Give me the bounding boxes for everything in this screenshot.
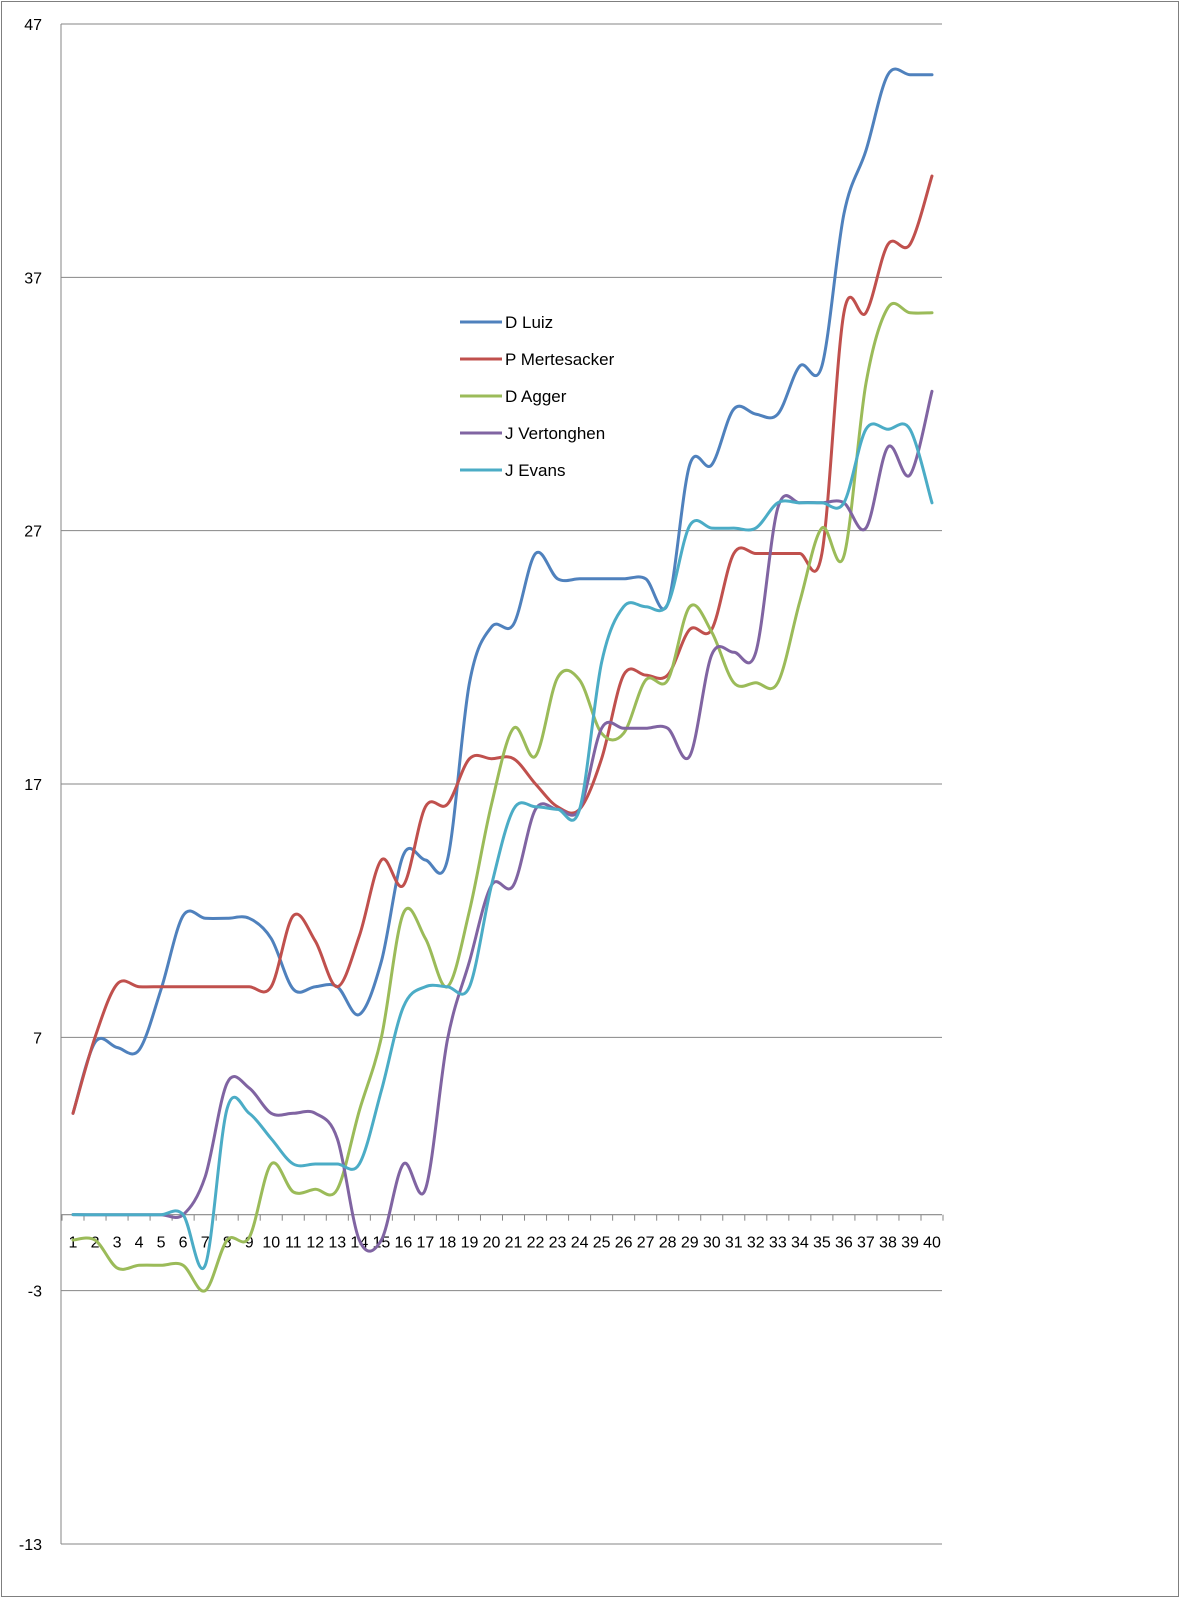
x-tick-label: 19	[461, 1235, 479, 1252]
x-tick-label: 35	[813, 1235, 831, 1252]
series-line-p-mertesacker	[71, 174, 934, 1115]
legend: D Luiz P Mertesacker D Agger J Vertonghen J …	[460, 313, 615, 480]
series-line-d-luiz	[71, 67, 934, 1115]
x-tick-label: 21	[505, 1235, 523, 1252]
x-tick-label: 3	[113, 1235, 122, 1252]
x-tick-label: 26	[615, 1235, 633, 1252]
x-tick-label: 8	[223, 1235, 232, 1252]
x-tick-label: 31	[725, 1235, 743, 1252]
x-axis-ticks: 1 2 3 4 5 6 7 8 9 10 11 12 13 14 15 16 17 18 19 20 21 22 23 24 2…	[61, 1214, 944, 1252]
x-tick-label: 12	[306, 1235, 324, 1252]
x-tick-label: 33	[769, 1235, 787, 1252]
x-tick-label: 22	[527, 1235, 545, 1252]
x-tick-label: 23	[549, 1235, 567, 1252]
x-tick-label: 40	[923, 1235, 941, 1252]
x-tick-label: 30	[703, 1235, 721, 1252]
x-tick-label: 1	[69, 1235, 78, 1252]
x-tick-label: 34	[791, 1235, 809, 1252]
legend-label-d-agger: D Agger	[505, 387, 567, 406]
series-line-j-evans	[71, 422, 934, 1270]
x-tick-label: 37	[857, 1235, 875, 1252]
x-tick-label: 10	[262, 1235, 280, 1252]
x-tick-label: 36	[835, 1235, 853, 1252]
x-tick-label: 28	[659, 1235, 677, 1252]
x-tick-label: 16	[394, 1235, 412, 1252]
x-tick-label: 9	[245, 1235, 254, 1252]
y-tick-label: 7	[33, 1030, 42, 1047]
x-tick-label: 13	[328, 1235, 346, 1252]
x-tick-label: 2	[91, 1235, 100, 1252]
y-tick-label: -13	[19, 1537, 42, 1554]
y-tick-label: 37	[24, 270, 42, 287]
x-tick-label: 18	[439, 1235, 457, 1252]
gridlines	[61, 23, 942, 1545]
legend-label-j-evans: J Evans	[505, 461, 565, 480]
x-tick-label: 25	[593, 1235, 611, 1252]
y-tick-label: 27	[24, 524, 42, 541]
x-tick-label: 32	[747, 1235, 765, 1252]
legend-label-p-mertesacker: P Mertesacker	[505, 350, 615, 369]
x-tick-label: 6	[179, 1235, 188, 1252]
x-tick-label: 24	[571, 1235, 589, 1252]
x-tick-label: 5	[157, 1235, 166, 1252]
series-line-d-agger	[71, 301, 934, 1293]
x-tick-label: 11	[285, 1235, 302, 1252]
legend-label-d-luiz: D Luiz	[505, 313, 553, 332]
x-tick-label: 17	[417, 1235, 435, 1252]
x-tick-label: 4	[135, 1235, 144, 1252]
x-tick-label: 39	[901, 1235, 919, 1252]
y-tick-label: 17	[24, 777, 42, 794]
legend-label-j-vertonghen: J Vertonghen	[505, 424, 605, 443]
x-tick-label: 7	[201, 1235, 210, 1252]
axes	[60, 24, 942, 1544]
x-tick-label: 20	[483, 1235, 501, 1252]
x-tick-label: 27	[637, 1235, 655, 1252]
y-tick-label: 47	[24, 17, 42, 34]
series-line-j-vertonghen	[71, 389, 934, 1253]
y-tick-label: -3	[28, 1284, 42, 1301]
x-tick-label: 29	[681, 1235, 699, 1252]
x-tick-label: 38	[879, 1235, 897, 1252]
series-lines	[71, 67, 934, 1293]
y-axis-ticks: 47 37 27 17 7 -3 -13	[19, 17, 42, 1554]
